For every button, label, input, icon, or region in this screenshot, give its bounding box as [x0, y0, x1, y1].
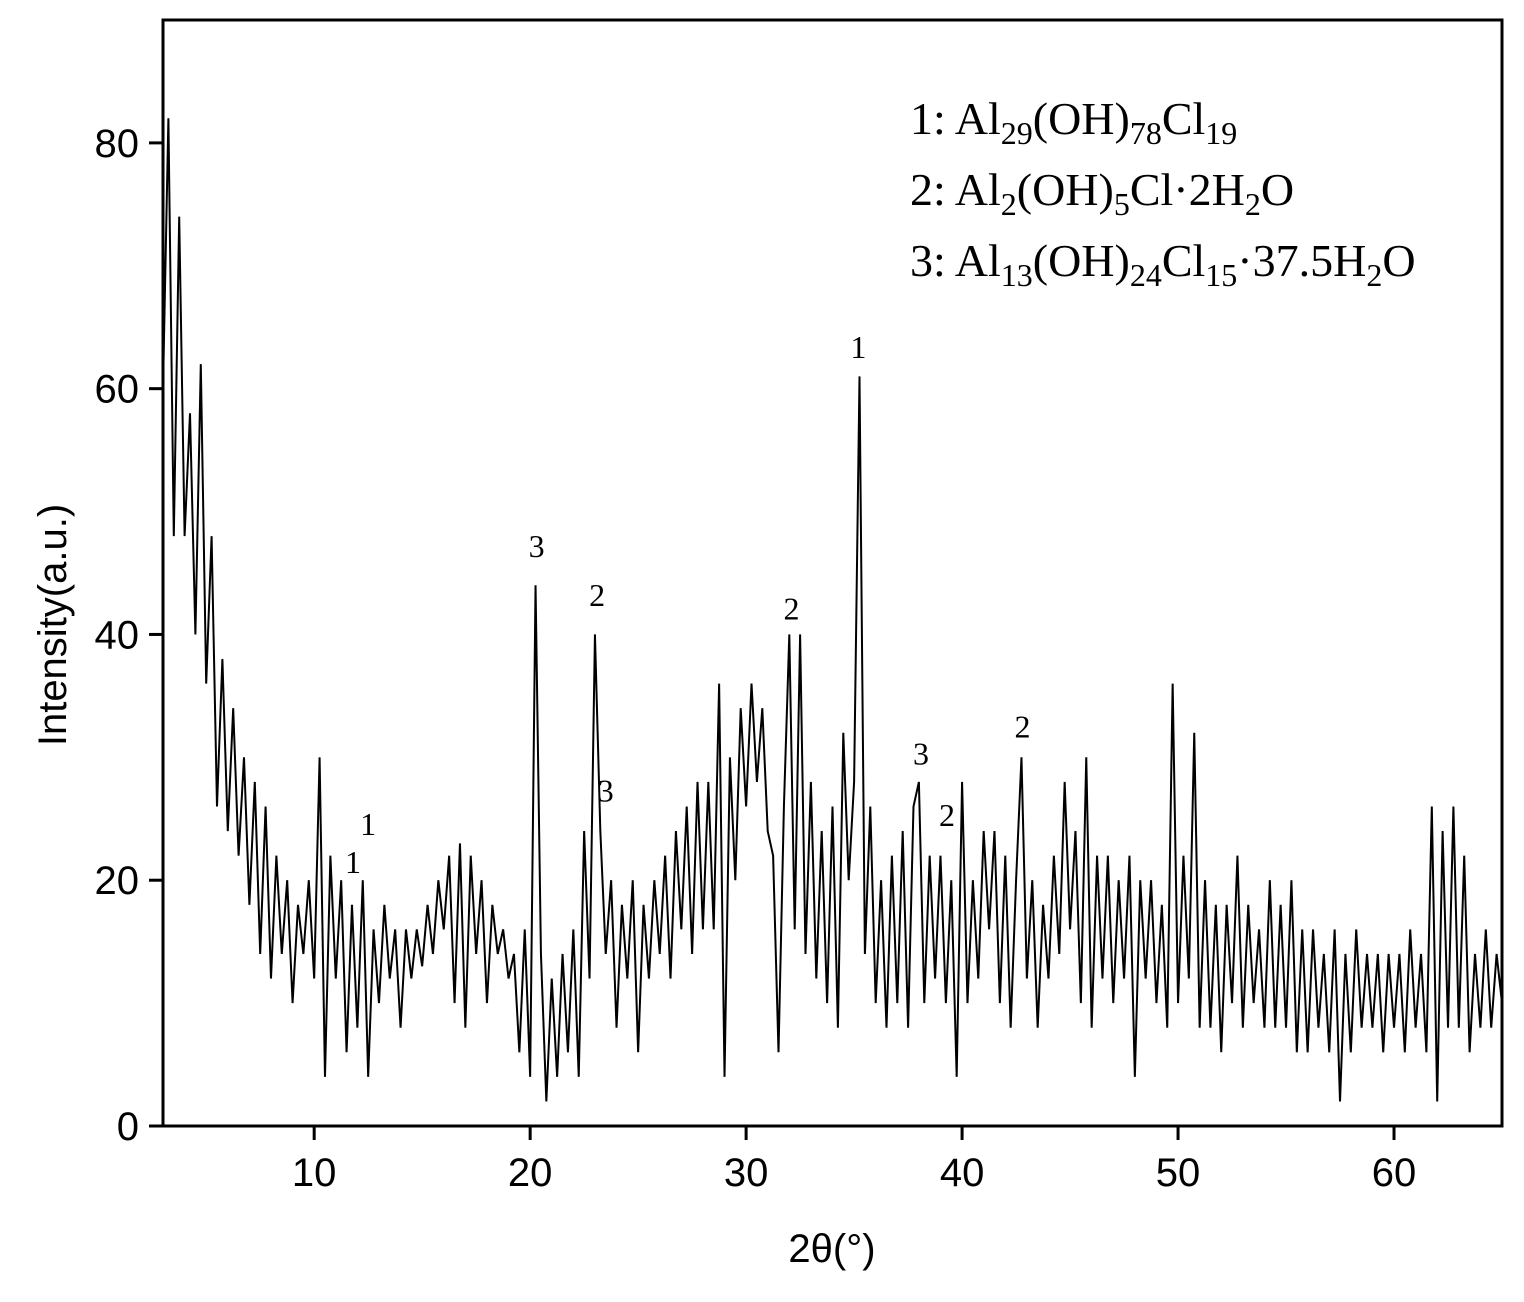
- peak-label: 2: [1015, 709, 1031, 745]
- peak-label: 2: [783, 591, 799, 627]
- x-axis-label: 2θ(°): [788, 1227, 875, 1271]
- legend-subscript: 15: [1205, 257, 1237, 293]
- x-tick-label: 50: [1156, 1151, 1201, 1195]
- peak-label: 3: [598, 773, 614, 809]
- peak-label: 3: [913, 736, 929, 772]
- legend-subscript: 2: [1245, 186, 1261, 222]
- legend-text: O: [1382, 235, 1415, 286]
- x-tick-label: 60: [1372, 1151, 1417, 1195]
- legend-subscript: 2: [1001, 186, 1017, 222]
- x-tick-label: 30: [724, 1151, 769, 1195]
- legend-subscript: 2: [1366, 257, 1382, 293]
- x-tick-label: 10: [292, 1151, 337, 1195]
- y-tick-label: 20: [95, 859, 140, 903]
- legend-subscript: 24: [1130, 257, 1162, 293]
- x-tick-label: 20: [508, 1151, 553, 1195]
- legend-subscript: 19: [1205, 115, 1237, 151]
- legend-text: 2: Al: [910, 164, 1001, 215]
- y-tick-label: 0: [117, 1105, 139, 1149]
- y-tick-label: 60: [95, 368, 140, 412]
- peak-label: 1: [360, 806, 376, 842]
- legend-entry: 3: Al13(OH)24Cl15·37.5H2O: [910, 235, 1416, 293]
- peak-label: 1: [345, 844, 361, 880]
- legend-text: Cl: [1162, 235, 1205, 286]
- peak-label: 3: [529, 528, 545, 564]
- legend-text: (OH): [1017, 164, 1114, 215]
- legend-text: ·37.5H: [1237, 235, 1366, 286]
- legend-text: 1: Al: [910, 93, 1001, 144]
- y-tick-label: 40: [95, 613, 140, 657]
- legend-text: Cl: [1162, 93, 1205, 144]
- legend-subscript: 29: [1001, 115, 1033, 151]
- legend-text: (OH): [1033, 235, 1130, 286]
- y-axis-label: Intensity(a.u.): [31, 504, 75, 746]
- legend-subscript: 78: [1130, 115, 1162, 151]
- y-tick-label: 80: [95, 122, 140, 166]
- x-tick-label: 40: [940, 1151, 985, 1195]
- legend-entry: 2: Al2(OH)5Cl·2H2O: [910, 164, 1294, 222]
- legend-subscript: 5: [1114, 186, 1130, 222]
- legend-text: Cl·2H: [1130, 164, 1245, 215]
- peak-label: 1: [850, 329, 866, 365]
- peak-label: 2: [589, 577, 605, 613]
- legend-entry: 1: Al29(OH)78Cl19: [910, 93, 1237, 151]
- legend-text: (OH): [1033, 93, 1130, 144]
- legend-text: O: [1261, 164, 1294, 215]
- plot-frame: [161, 18, 1504, 1128]
- peak-label: 2: [939, 797, 955, 833]
- legend-subscript: 13: [1001, 257, 1033, 293]
- data-line: [162, 118, 1503, 1102]
- legend-text: 3: Al: [910, 235, 1001, 286]
